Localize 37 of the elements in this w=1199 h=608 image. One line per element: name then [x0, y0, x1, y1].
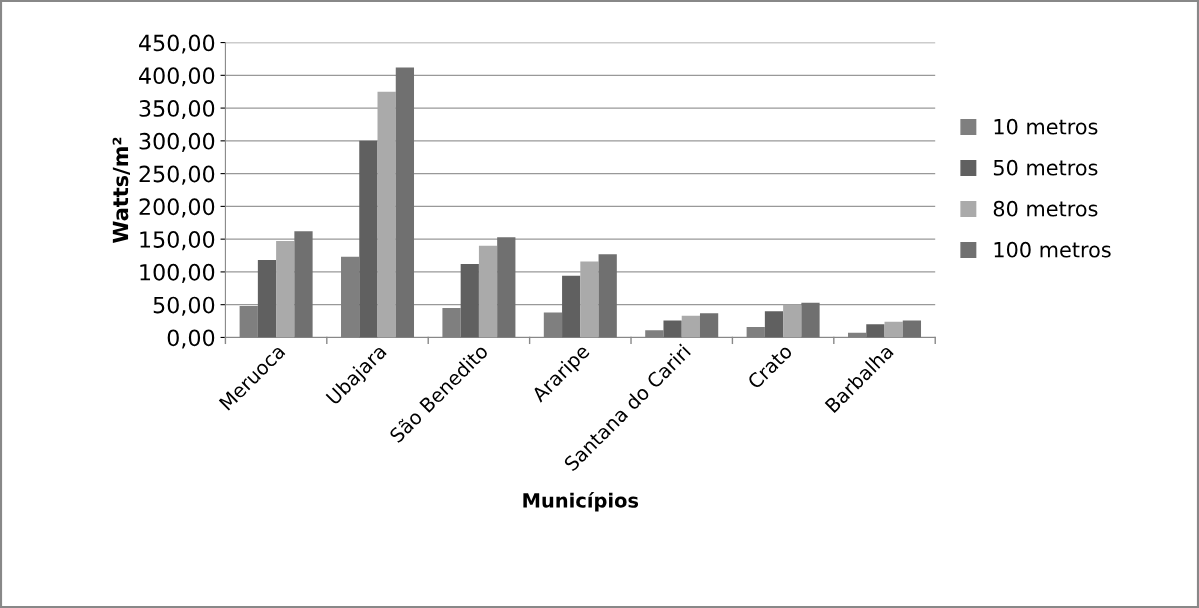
bar [395, 67, 415, 338]
y-tick-label: 300,00 [139, 132, 215, 152]
y-tick-label: 50,00 [153, 296, 215, 316]
bar [580, 261, 599, 338]
bar [460, 264, 479, 338]
legend-label: 80 metros [993, 200, 1098, 217]
bar [681, 315, 700, 338]
y-axis-title: Watts/m² [112, 137, 130, 243]
bar [783, 304, 802, 338]
y-tick-label: 100,00 [140, 263, 215, 283]
bar [359, 140, 378, 338]
legend-label: 100 metros [994, 241, 1111, 258]
y-tick-label: 400,00 [139, 67, 215, 87]
y-tick-label: 200,00 [139, 198, 215, 218]
y-tick-label: 350,00 [139, 100, 215, 120]
bar [699, 313, 719, 338]
y-tick-label: 150,00 [140, 231, 215, 251]
bar [866, 324, 885, 338]
y-tick-label: 0,00 [167, 329, 215, 349]
bar [764, 311, 784, 338]
bar [902, 320, 922, 338]
x-axis-title: Municípios [523, 491, 639, 512]
y-tick-label: 250,00 [139, 165, 215, 185]
bar [884, 321, 903, 338]
bar [663, 320, 682, 338]
bar [294, 231, 313, 338]
y-tick-label: 450,00 [139, 34, 215, 54]
bar [257, 260, 277, 338]
bar [497, 237, 516, 338]
bar [598, 254, 617, 338]
bar [801, 302, 820, 338]
legend-label: 50 metros [993, 159, 1098, 176]
legend-label: 10 metros [994, 118, 1098, 135]
bar [562, 275, 581, 338]
bar [478, 245, 498, 338]
bar [276, 241, 295, 338]
bar [377, 91, 396, 338]
